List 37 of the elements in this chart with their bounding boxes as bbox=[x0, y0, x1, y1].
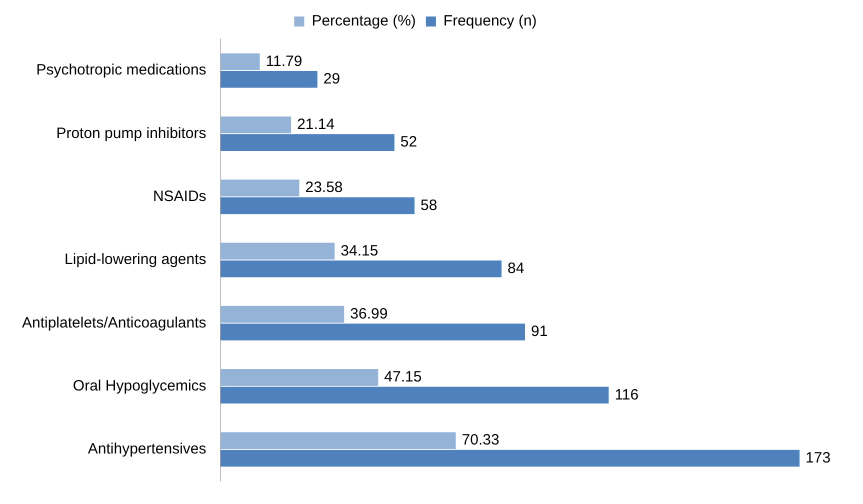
y-tick-label: Proton pump inhibitors bbox=[56, 124, 206, 142]
data-label: 84 bbox=[508, 260, 524, 277]
bar bbox=[220, 197, 414, 214]
data-label: 36.99 bbox=[350, 305, 388, 322]
data-label: 11.79 bbox=[266, 52, 302, 70]
bar bbox=[220, 116, 292, 134]
bar bbox=[220, 450, 800, 467]
data-label: 116 bbox=[614, 386, 639, 404]
bar bbox=[220, 386, 609, 404]
data-label: 47.15 bbox=[384, 368, 422, 386]
bar bbox=[220, 180, 300, 196]
data-label: 70.33 bbox=[462, 432, 500, 449]
data-label: 29 bbox=[323, 70, 340, 88]
bar bbox=[220, 369, 378, 386]
y-tick-label: Psychotropic medications bbox=[36, 62, 206, 79]
data-label: 91 bbox=[530, 323, 548, 340]
data-label: 21.14 bbox=[297, 116, 335, 134]
bar bbox=[220, 71, 318, 88]
y-tick-label: Antiplatelets/Anticoagulants bbox=[22, 314, 206, 332]
data-label: 173 bbox=[806, 449, 831, 466]
legend-label: Percentage (%) bbox=[312, 12, 416, 30]
y-tick-label: NSAIDs bbox=[152, 188, 206, 205]
y-tick-label: Lipid-lowering agents bbox=[64, 251, 206, 268]
legend-label: Frequency (n) bbox=[443, 12, 537, 30]
bar bbox=[220, 134, 394, 151]
bar bbox=[220, 242, 335, 260]
data-label: 34.15 bbox=[340, 242, 378, 260]
y-tick-label: Oral Hypoglycemics bbox=[72, 377, 206, 394]
data-label: 23.58 bbox=[305, 179, 343, 196]
y-tick-label: Antihypertensives bbox=[88, 440, 206, 458]
bar bbox=[220, 260, 502, 278]
bar bbox=[220, 53, 260, 70]
data-label: 58 bbox=[420, 196, 438, 214]
bar bbox=[220, 324, 525, 340]
bar bbox=[220, 432, 456, 449]
bar bbox=[220, 306, 344, 323]
data-label: 52 bbox=[400, 134, 418, 151]
